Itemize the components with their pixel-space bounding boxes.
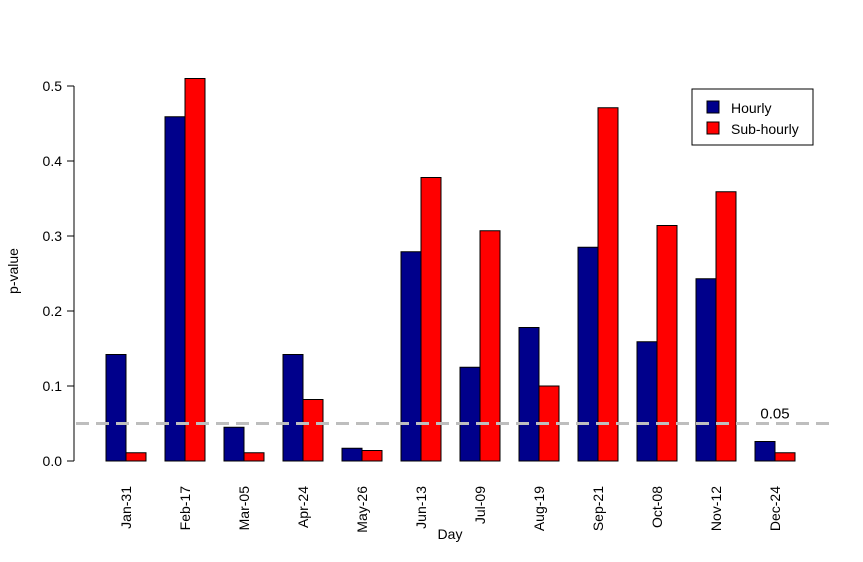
x-tick-label: May-26 — [354, 486, 370, 533]
legend-label-sub-hourly: Sub-hourly — [731, 121, 799, 137]
bar-sub-hourly-feb-17 — [184, 78, 206, 462]
bar-sub-hourly-oct-08 — [656, 225, 678, 462]
legend: Hourly Sub-hourly — [691, 88, 814, 146]
bar-hourly-aug-19 — [518, 327, 540, 462]
legend-label-hourly: Hourly — [731, 100, 771, 116]
bar-sub-hourly-jul-09 — [479, 230, 501, 462]
bars — [105, 78, 796, 462]
x-tick-label: Nov-12 — [708, 486, 724, 531]
bar-hourly-jul-09 — [459, 366, 481, 462]
y-tick-label: 0.5 — [43, 78, 63, 94]
bar-hourly-mar-05 — [223, 426, 245, 462]
bar-sub-hourly-jan-31 — [125, 452, 147, 462]
bar-hourly-nov-12 — [695, 278, 717, 462]
y-tick-label: 0.0 — [43, 453, 63, 469]
x-tick-label: Jan-31 — [118, 486, 134, 529]
x-tick-label: Aug-19 — [531, 486, 547, 531]
bar-sub-hourly-apr-24 — [302, 399, 324, 462]
x-tick-label: Mar-05 — [236, 486, 252, 531]
legend-swatch-hourly — [706, 100, 720, 114]
x-tick-label: Feb-17 — [177, 486, 193, 531]
x-tick-label: Apr-24 — [295, 486, 311, 528]
legend-swatch-sub-hourly — [706, 121, 720, 135]
y-tick-label: 0.1 — [43, 378, 63, 394]
x-tick-label: Sep-21 — [590, 486, 606, 531]
bar-hourly-sep-21 — [577, 246, 599, 462]
y-axis-title: p-value — [5, 248, 21, 294]
x-tick-label: Jul-09 — [472, 486, 488, 524]
x-tick-label: Dec-24 — [767, 486, 783, 531]
bar-sub-hourly-nov-12 — [715, 191, 737, 462]
bar-sub-hourly-jun-13 — [420, 177, 442, 462]
bar-sub-hourly-mar-05 — [243, 452, 265, 462]
reference-line-group: 0.05 — [76, 406, 830, 425]
y-axis: 0.0 0.1 0.2 0.3 0.4 0.5 — [43, 78, 75, 469]
bar-hourly-may-26 — [341, 447, 363, 462]
bar-hourly-feb-17 — [164, 116, 186, 462]
x-tick-label: Oct-08 — [649, 486, 665, 528]
legend-box — [691, 88, 814, 146]
y-tick-label: 0.3 — [43, 228, 63, 244]
bar-hourly-apr-24 — [282, 354, 304, 462]
x-tick-label: Jun-13 — [413, 486, 429, 529]
bar-sub-hourly-sep-21 — [597, 107, 619, 462]
bar-sub-hourly-may-26 — [361, 450, 383, 462]
bar-hourly-jun-13 — [400, 251, 422, 462]
bar-sub-hourly-dec-24 — [774, 452, 796, 462]
bar-hourly-dec-24 — [754, 441, 776, 462]
x-axis-title: Day — [438, 526, 463, 542]
y-tick-label: 0.2 — [43, 303, 63, 319]
y-tick-label: 0.4 — [43, 153, 63, 169]
bar-hourly-jan-31 — [105, 354, 127, 462]
reference-line-label: 0.05 — [760, 406, 789, 423]
x-axis: Jan-31 Feb-17 Mar-05 Apr-24 May-26 Jun-13 Jul-… — [118, 486, 783, 533]
bar-hourly-oct-08 — [636, 341, 658, 462]
